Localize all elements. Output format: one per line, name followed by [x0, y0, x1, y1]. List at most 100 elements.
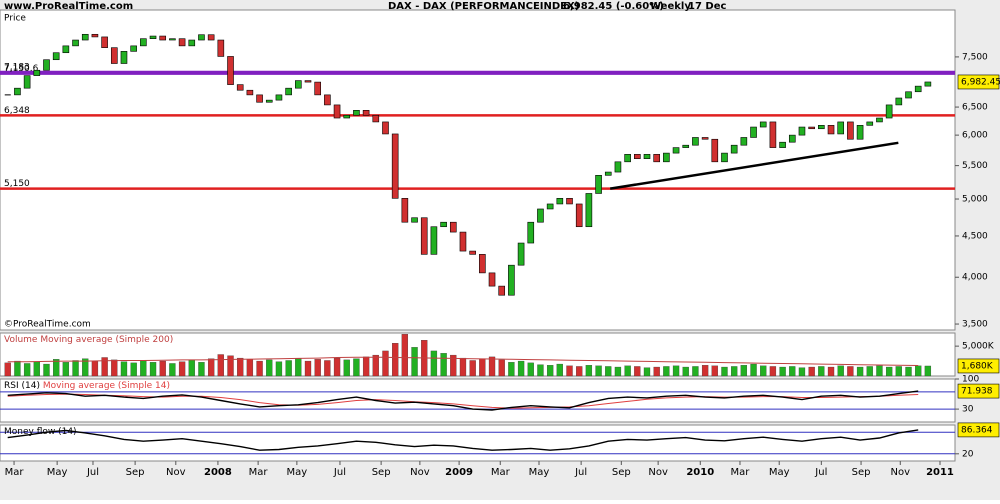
candle: [110, 47, 118, 64]
panel-legend: RSI (14) Moving average (Simple 14): [4, 381, 170, 391]
volume-bar: [227, 355, 234, 377]
x-tick-label: May: [287, 467, 308, 478]
volume-bar: [392, 343, 399, 377]
candle: [634, 154, 641, 159]
volume-bar: [527, 362, 534, 377]
candle: [275, 94, 283, 101]
candle: [924, 81, 932, 87]
volume-bar: [450, 354, 457, 377]
volume-bar: [701, 365, 709, 377]
y-tick-label: 3,500: [962, 320, 988, 330]
price-label: Price: [4, 14, 26, 24]
volume-bar: [740, 365, 748, 377]
volume-bar: [634, 366, 641, 377]
candle: [149, 35, 157, 39]
level-label: 7,183: [4, 63, 30, 73]
candle: [885, 104, 893, 119]
volume-bar: [304, 360, 312, 377]
volume-bar: [62, 362, 70, 377]
volume-bar: [760, 365, 767, 377]
candle: [672, 147, 680, 154]
candle: [895, 97, 903, 106]
candle: [304, 80, 312, 83]
candle: [624, 154, 631, 163]
candle: [401, 198, 409, 223]
volume-bar: [488, 356, 496, 377]
candle: [43, 59, 50, 71]
x-tick-label: Mar: [5, 467, 25, 478]
y-tick-label: 6,500: [962, 103, 988, 113]
last-value-box: [957, 74, 1000, 90]
volume-bar: [362, 356, 370, 377]
volume-bar: [246, 359, 254, 377]
volume-bar: [275, 361, 283, 377]
indicator-line: [7, 429, 919, 451]
candle: [178, 38, 186, 47]
volume-bar: [295, 358, 302, 377]
volume-bar: [769, 366, 777, 377]
volume-bar: [188, 359, 195, 377]
volume-bar: [672, 365, 680, 377]
volume-bar: [4, 362, 11, 377]
volume-bar: [479, 358, 486, 377]
candle: [91, 33, 99, 38]
volume-bar: [653, 366, 660, 377]
candle: [207, 34, 215, 41]
candle: [382, 121, 389, 135]
candle: [498, 285, 506, 296]
candle: [604, 171, 612, 176]
last-value-box: [957, 422, 1000, 438]
volume-ma-line: [7, 356, 919, 366]
candle: [537, 208, 544, 223]
last-value-box: [957, 383, 1000, 399]
volume-bar: [818, 366, 825, 377]
volume-bar: [663, 366, 670, 377]
indicator-line: [7, 390, 919, 411]
y-tick-label: 6,000: [962, 131, 988, 141]
candle: [847, 121, 854, 140]
volume-bar: [605, 366, 612, 377]
volume-bar: [827, 366, 835, 377]
candle: [556, 198, 564, 205]
x-tick-label: Nov: [410, 467, 430, 478]
volume-bar: [566, 365, 573, 377]
volume-bar: [585, 365, 593, 377]
volume-bar: [885, 366, 893, 377]
watermark: ©ProRealTime.com: [4, 320, 91, 330]
x-tick-label: Sep: [852, 467, 871, 478]
candle: [876, 117, 883, 123]
volume-bar: [430, 350, 438, 377]
volume-bar: [169, 363, 176, 377]
candle: [391, 133, 399, 199]
volume-bar: [789, 366, 796, 377]
volume-bar: [314, 359, 321, 377]
legend-entry: RSI (14): [4, 381, 40, 391]
candle: [372, 114, 380, 123]
candle: [730, 144, 738, 154]
candle: [692, 137, 699, 146]
candle: [469, 250, 476, 255]
volume-bar: [546, 365, 554, 377]
candle: [23, 75, 31, 89]
last-value-label: 86.364: [961, 425, 993, 435]
candle: [62, 45, 70, 54]
legend-entry: Volume: [4, 335, 38, 345]
candle: [440, 221, 447, 228]
volume-bar: [924, 365, 932, 377]
volume-bar: [808, 366, 815, 377]
volume-bar: [595, 365, 602, 377]
volume-bar: [643, 367, 651, 377]
candle: [546, 203, 554, 210]
volume-bar: [614, 366, 622, 377]
candle: [663, 152, 670, 163]
x-tick-label: Sep: [612, 467, 631, 478]
candle: [343, 114, 351, 119]
candle: [585, 193, 593, 228]
candle: [256, 94, 263, 103]
level-label: 6,348: [4, 106, 30, 116]
volume-bar: [905, 366, 912, 377]
candle: [798, 126, 806, 136]
x-tick-label: Jul: [333, 467, 346, 478]
candle: [459, 231, 467, 252]
candle: [449, 221, 457, 233]
